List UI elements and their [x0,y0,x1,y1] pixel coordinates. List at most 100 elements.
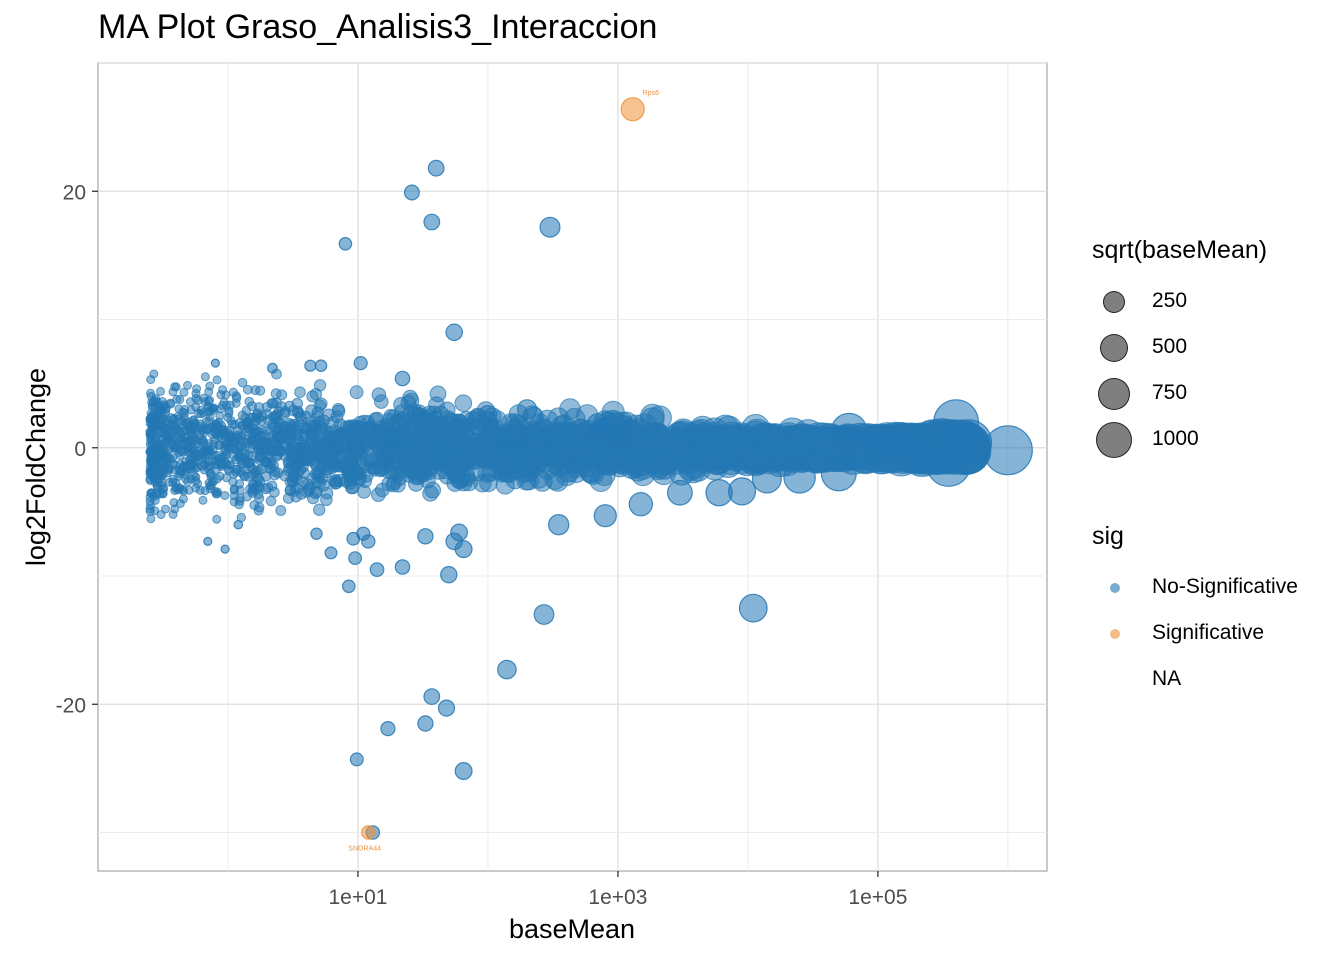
gene-point [450,419,469,437]
gene-point [221,390,231,400]
gene-point [349,752,364,767]
gene-point [153,468,163,478]
gene-point [163,454,173,464]
gene-point [183,477,193,487]
color-legend-label: Significative [1152,621,1265,644]
gene-point [380,720,396,737]
gene-point [171,382,181,392]
gene-point [371,487,386,503]
data-points [203,97,1033,840]
gene-point [344,480,359,495]
gene-point [294,386,306,399]
gene-point [179,387,189,397]
gene-point [170,504,180,514]
gene-point [254,402,265,413]
gene-point [454,540,473,559]
gene-point [236,441,247,451]
gene-point [168,474,178,484]
gene-point [533,604,555,625]
gene-point [565,461,587,484]
chart-title: MA Plot Graso_Analisis3_Interaccion [98,8,658,46]
significant-point [620,97,645,122]
gene-point [146,514,156,524]
gene-point [211,420,221,429]
gene-point [320,493,333,507]
gene-point [559,398,581,420]
gene-point [635,437,660,462]
gene-point [233,425,243,436]
gene-point [353,471,367,486]
gene-point [220,544,230,554]
y-tick-label: -20 [56,694,86,717]
color-legend-key [1110,629,1120,639]
gene-point [667,479,693,506]
gene-point [519,445,540,466]
gene-point [183,443,193,453]
gene-point [170,422,180,432]
size-legend-title: sqrt(baseMean) [1092,236,1268,264]
gene-point [380,427,396,443]
gene-point [178,407,188,417]
gene-point [168,414,178,424]
gene-point [423,213,441,231]
gene-point [266,457,277,468]
gene-point [592,446,616,470]
gene-point [741,414,771,443]
gene-point [251,416,262,426]
gene-point [295,412,308,425]
gene-point [147,400,157,410]
gene-point [229,484,239,494]
gene-point [203,536,213,547]
y-tick-label: 0 [74,438,86,461]
gene-point [545,442,567,464]
y-tick-label: 20 [63,181,86,204]
gene-point [403,184,420,201]
gene-point [357,484,372,499]
gene-point [203,402,213,412]
gene-point [371,387,387,403]
gene-point [185,397,195,407]
gene-point [226,416,236,426]
gene-point [503,425,523,445]
gene-point [244,421,254,432]
gene-point [161,424,171,434]
gene-point [402,389,419,406]
gene-point [396,455,412,472]
gene-point [233,519,244,530]
gene-point [417,410,434,428]
gene-point [306,390,319,403]
gene-point [224,406,234,416]
x-tick-label: 1e+01 [328,886,387,909]
gene-point [437,699,456,717]
gene-point [304,359,317,372]
size-legend-label: 500 [1152,335,1188,358]
gene-point [274,433,285,445]
gene-point [155,445,165,455]
gene-point [353,446,367,461]
gene-point [265,495,277,507]
gene-point [231,393,242,403]
gene-point [314,359,328,372]
gene-point [146,452,156,462]
gene-point [189,449,199,459]
gene-point [353,356,368,371]
gene-point [478,405,498,424]
gene-point [146,388,155,398]
gene-point [237,377,248,388]
gene-point [427,159,445,177]
gene-point [307,429,320,442]
gene-point [361,534,376,549]
gene-point [830,412,868,450]
gene-point [628,492,654,517]
gene-point [820,455,857,492]
gene-point [253,474,264,485]
gene-point [359,424,374,439]
gene-point [313,503,326,516]
gene-point [298,452,311,464]
gene-point [593,504,617,528]
gene-point [738,593,768,623]
gene-point [234,452,244,462]
gene-point [306,472,319,485]
size-legend-key [1100,334,1128,362]
gene-point [561,423,584,446]
